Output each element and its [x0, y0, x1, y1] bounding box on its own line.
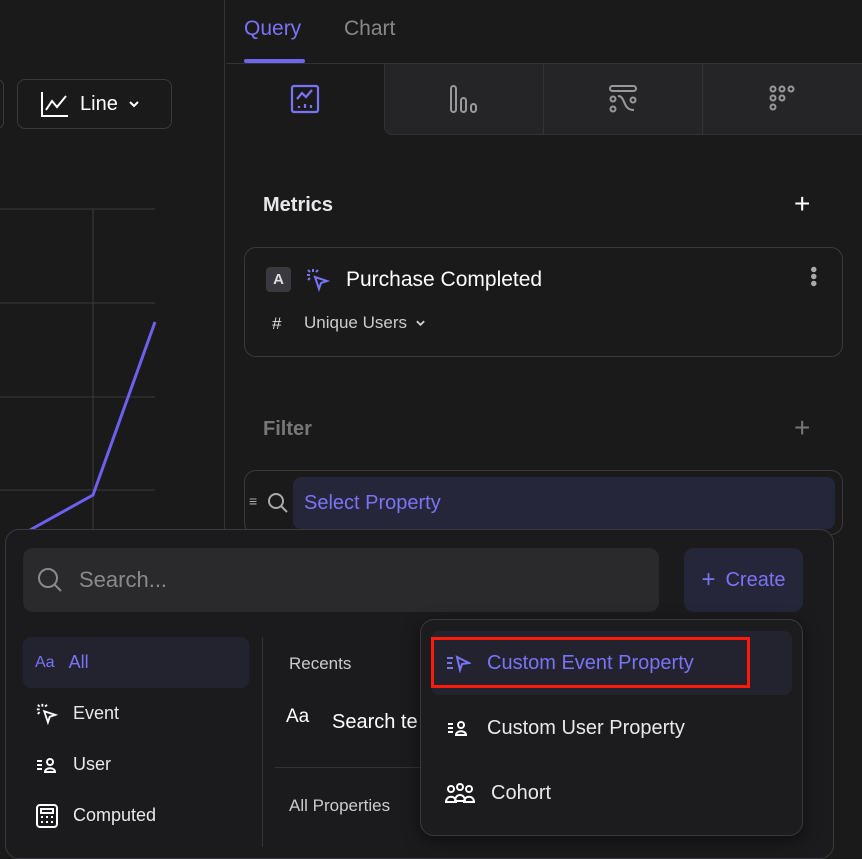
calculator-icon: [36, 803, 58, 828]
metric-event-name[interactable]: Purchase Completed: [346, 268, 543, 291]
search-icon: [268, 493, 288, 513]
event-cursor-icon: [307, 269, 331, 293]
nav-label: User: [73, 754, 112, 774]
chart-panel: Line: [0, 0, 225, 840]
filter-title: Filter: [263, 418, 312, 440]
metric-card[interactable]: [244, 247, 843, 357]
menu-item-cohort[interactable]: Cohort: [431, 761, 792, 825]
menu-item-custom-event-property[interactable]: Custom Event Property: [431, 631, 792, 695]
nav-label: Event: [73, 703, 120, 723]
recents-label: Recents: [289, 654, 352, 673]
line-chart-icon: [41, 92, 68, 117]
cohort-icon: [445, 783, 475, 803]
search-icon: [38, 568, 62, 592]
flow-icon: [609, 85, 637, 113]
hash-icon: #: [272, 314, 282, 333]
line-chart-icon: [290, 84, 320, 114]
create-menu: Custom Event Property Custom User Proper…: [420, 619, 803, 836]
active-tab-indicator: [244, 59, 305, 63]
all-properties-label: All Properties: [289, 796, 391, 815]
chevron-down-icon: [416, 320, 425, 327]
chevron-down-icon: [129, 101, 139, 108]
menu-item-custom-user-property[interactable]: Custom User Property: [431, 696, 792, 760]
user-property-icon: [37, 757, 57, 773]
bar-chart-icon: [449, 85, 477, 113]
event-cursor-icon: [36, 703, 59, 725]
property-search-input[interactable]: Search...: [23, 548, 659, 612]
recent-item[interactable]: Search te: [332, 711, 418, 733]
tab-chart[interactable]: Chart: [344, 17, 396, 40]
menu-item-label: Custom Event Property: [487, 651, 694, 674]
add-metric-button[interactable]: +: [794, 188, 811, 219]
view-tab-retention[interactable]: [702, 64, 862, 134]
text-search-icon: Aa: [286, 706, 310, 727]
view-tab-funnels[interactable]: [384, 64, 543, 134]
panel-tabs: Query Chart: [226, 0, 862, 64]
nav-label: Computed: [73, 805, 157, 825]
nav-item-computed[interactable]: Computed: [23, 790, 249, 841]
chart-type-label: Line: [80, 92, 118, 115]
retention-icon: [769, 85, 794, 111]
measure-dropdown[interactable]: Unique Users: [304, 313, 426, 333]
view-tab-flows[interactable]: [543, 64, 702, 134]
drag-handle-icon[interactable]: ≡: [249, 493, 258, 509]
chart-type-dropdown[interactable]: Line: [17, 79, 172, 129]
create-button[interactable]: + Create: [684, 548, 803, 612]
series-line: [29, 321, 157, 532]
text-type-icon: Aa: [35, 653, 55, 671]
metric-badge: A: [266, 267, 291, 292]
tab-query[interactable]: Query: [244, 17, 302, 40]
create-label: Create: [725, 568, 786, 591]
custom-event-icon: [447, 655, 471, 673]
user-property-icon: [448, 721, 468, 736]
menu-item-label: Cohort: [491, 781, 552, 804]
menu-item-label: Custom User Property: [487, 716, 685, 739]
divider: [275, 767, 425, 768]
search-placeholder: Search...: [79, 567, 168, 592]
more-options-icon[interactable]: •••: [802, 266, 824, 288]
add-filter-button[interactable]: +: [794, 412, 811, 443]
line-chart: [0, 208, 157, 540]
measure-label: Unique Users: [304, 313, 407, 332]
nav-item-event[interactable]: Event: [23, 688, 249, 739]
view-tab-insights[interactable]: [226, 64, 384, 134]
toolbar-button[interactable]: [0, 79, 4, 129]
metrics-title: Metrics: [263, 194, 334, 216]
highlight-box: [431, 637, 750, 688]
nav-label: All: [68, 652, 89, 672]
nav-item-all[interactable]: Aa All: [23, 637, 249, 688]
select-property-button[interactable]: Select Property: [293, 477, 835, 529]
nav-item-user[interactable]: User: [23, 739, 249, 790]
divider: [262, 637, 263, 847]
plus-icon: +: [701, 566, 716, 593]
